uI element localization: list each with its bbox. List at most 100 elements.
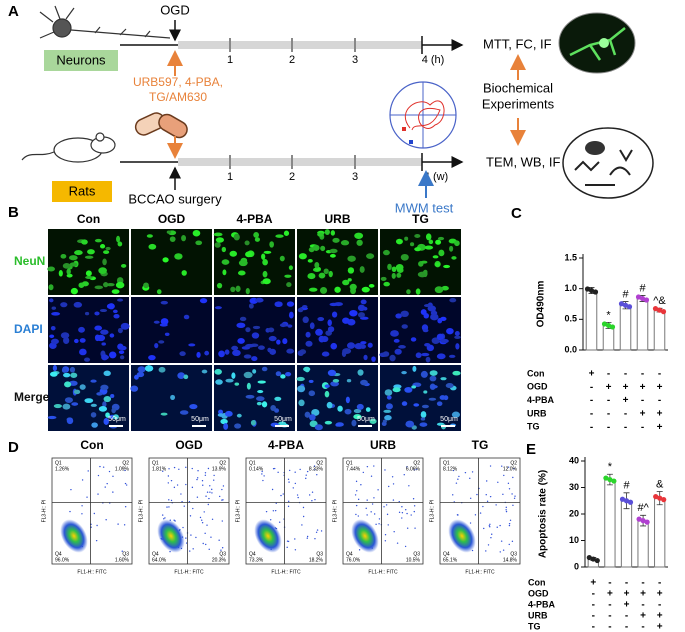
y-tick-label: 30	[569, 482, 579, 492]
nucleus	[243, 371, 253, 379]
treatment-text: TG/AM630	[149, 90, 207, 104]
nucleus	[423, 390, 428, 394]
nucleus	[116, 235, 121, 243]
flow-event	[375, 523, 377, 526]
nucleus	[419, 422, 428, 427]
flow-event	[213, 474, 215, 477]
nucleus	[98, 406, 108, 412]
nucleus	[309, 414, 316, 421]
nucleus	[423, 269, 428, 274]
quadrant-name: Q4	[346, 551, 353, 557]
week-tick: 3	[352, 171, 358, 183]
nucleus	[351, 419, 357, 427]
flow-event	[173, 486, 176, 489]
flow-event	[357, 498, 360, 501]
flow-event	[265, 510, 268, 513]
nucleus	[96, 392, 103, 396]
flow-event	[203, 511, 205, 513]
flow-event	[403, 474, 405, 476]
nucleus	[390, 330, 399, 337]
data-point	[607, 476, 613, 483]
flow-event	[301, 524, 303, 526]
nucleus	[101, 354, 109, 361]
scale-bar-label: 50μm	[440, 416, 458, 423]
nucleus	[85, 275, 93, 279]
condition-name: OGD	[528, 588, 549, 598]
nucleus	[353, 408, 362, 414]
pills-icon	[134, 112, 188, 139]
flow-event	[500, 540, 503, 542]
nucleus	[302, 316, 309, 324]
flow-event	[485, 494, 487, 496]
nucleus	[275, 234, 284, 238]
flow-density	[351, 519, 379, 553]
nucleus	[231, 372, 236, 379]
flow-event	[499, 524, 501, 527]
flow-event	[355, 480, 358, 483]
nucleus	[166, 230, 172, 234]
nucleus	[282, 338, 288, 345]
nucleus	[357, 304, 366, 312]
nucleus	[286, 348, 295, 354]
nucleus	[84, 255, 94, 259]
flow-event	[373, 465, 375, 467]
nucleus	[305, 331, 311, 338]
y-axis-label: FL3-H:: PI	[138, 500, 144, 523]
flow-density	[157, 519, 185, 553]
flow-event	[496, 526, 498, 528]
nucleus	[334, 286, 341, 293]
nucleus	[425, 233, 432, 241]
nucleus	[106, 282, 115, 287]
flow-event	[384, 540, 387, 542]
flow-event	[489, 465, 492, 467]
nucleus	[321, 336, 329, 343]
nucleus	[326, 401, 333, 409]
flow-event	[393, 530, 395, 533]
nucleus	[245, 327, 251, 333]
nucleus	[357, 312, 365, 318]
animal-assays: TEM, WB, IF	[486, 154, 560, 169]
flow-event	[191, 486, 194, 489]
y-tick-label: 0.0	[564, 344, 577, 354]
nucleus	[215, 237, 224, 243]
nucleus	[395, 238, 403, 245]
condition-sign: -	[592, 622, 595, 632]
nucleus	[317, 316, 325, 322]
flow-event	[81, 513, 83, 515]
week-tick: 2	[289, 171, 295, 183]
flow-event	[95, 539, 98, 542]
nucleus	[120, 263, 127, 268]
nucleus	[252, 369, 257, 374]
nucleus	[160, 412, 168, 416]
nucleus	[111, 407, 116, 414]
scale-bar-label: 50μm	[191, 416, 209, 423]
nucleus	[361, 286, 370, 293]
nucleus	[90, 403, 97, 407]
nucleus	[409, 242, 415, 247]
flow-event	[495, 504, 497, 506]
condition-sign: -	[625, 611, 628, 622]
y-axis-label: FL3-H:: PI	[41, 500, 47, 523]
nucleus	[60, 302, 68, 308]
nucleus	[365, 407, 371, 412]
nucleus	[235, 285, 241, 292]
nucleus	[261, 401, 268, 408]
nucleus	[99, 308, 108, 313]
nucleus	[109, 333, 115, 338]
rats-box	[52, 181, 112, 202]
condition-sign: -	[624, 409, 627, 420]
data-point	[661, 497, 667, 503]
quadrant-value: 6.06%	[406, 466, 421, 472]
hour-tick: 4 (h)	[422, 54, 445, 66]
flow-event	[306, 470, 309, 473]
nucleus	[451, 411, 460, 418]
nucleus	[79, 384, 86, 390]
condition-sign: -	[625, 578, 628, 589]
condition-sign: +	[623, 382, 629, 393]
flow-event	[387, 485, 390, 488]
nucleus	[412, 365, 417, 372]
condition-sign: -	[624, 369, 627, 380]
nucleus	[58, 270, 63, 277]
nucleus	[234, 423, 242, 429]
quadrant-name: Q2	[510, 460, 517, 466]
